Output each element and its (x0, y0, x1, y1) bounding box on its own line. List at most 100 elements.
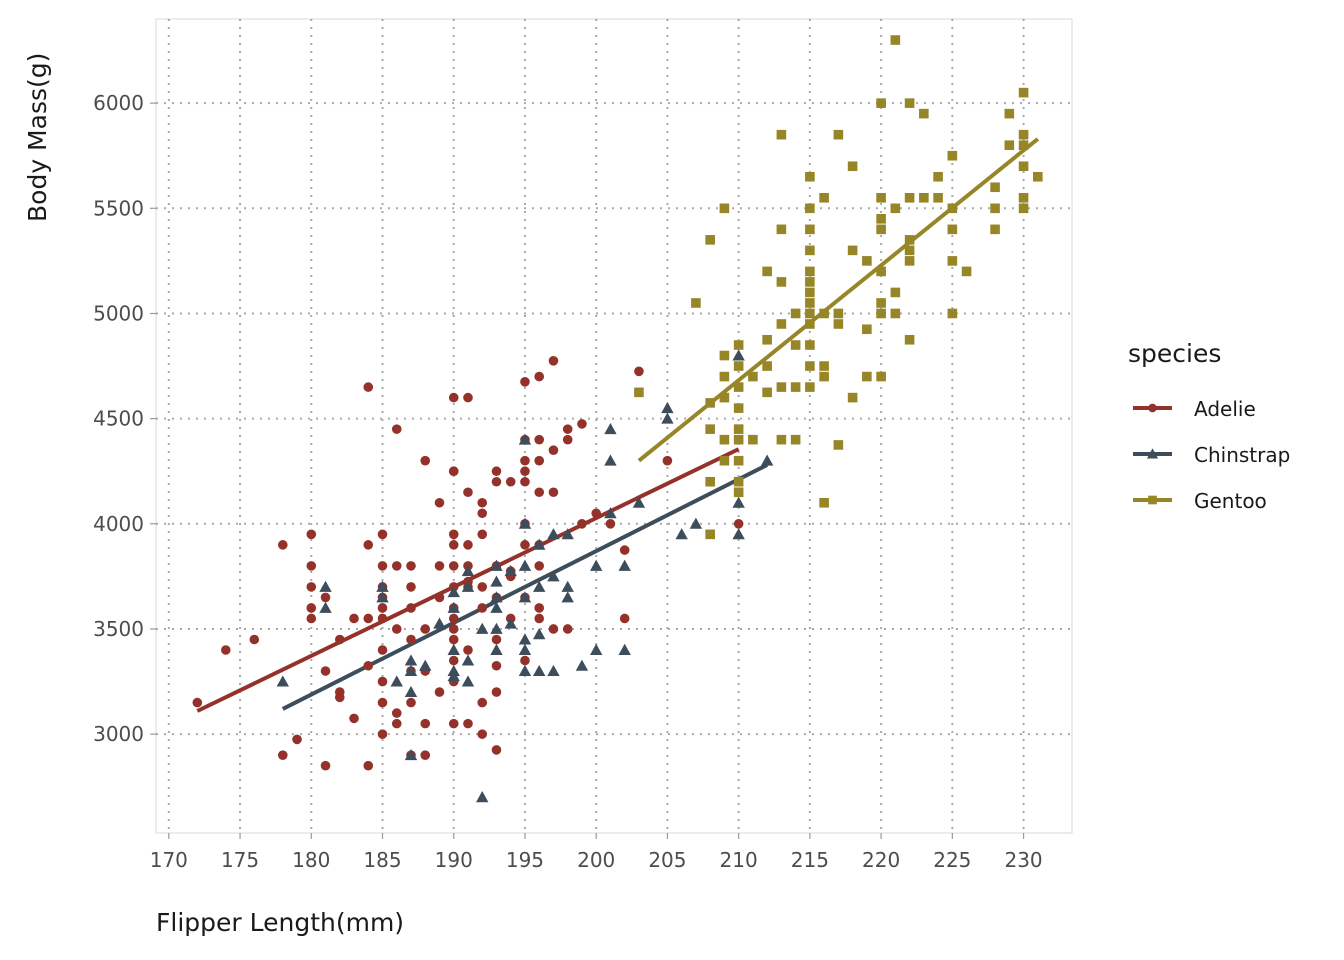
gentoo-point (805, 171, 815, 182)
plot-panel (155, 18, 1073, 834)
gentoo-point (919, 108, 929, 119)
adelie-point (605, 519, 616, 529)
chinstrap-point (461, 675, 475, 687)
adelie-point (491, 476, 502, 487)
chinstrap-point (376, 591, 389, 603)
adelie-point (377, 729, 388, 739)
adelie-point (534, 613, 545, 624)
gentoo-point (876, 192, 886, 203)
gentoo-point (819, 361, 829, 371)
chinstrap-point (533, 664, 546, 677)
chinstrap-point (589, 643, 603, 655)
adelie-point (463, 487, 473, 498)
adelie-point (477, 497, 488, 508)
gentoo-point (990, 182, 1000, 193)
gentoo-point (1018, 87, 1029, 98)
x-tick-label: 215 (791, 848, 829, 872)
adelie-point (277, 750, 288, 760)
gentoo-point (862, 324, 872, 335)
gentoo-point (719, 350, 730, 361)
gentoo-point (705, 476, 715, 487)
chinstrap-point (490, 575, 503, 587)
adelie-point (391, 708, 402, 718)
x-tick-label: 225 (933, 848, 971, 872)
chinstrap-point (518, 559, 532, 571)
chinstrap-point (504, 617, 517, 629)
x-tick-label: 210 (720, 848, 758, 872)
gentoo-point (805, 266, 815, 277)
gentoo-point (876, 298, 886, 308)
gentoo-point (705, 529, 715, 540)
gentoo-point (762, 334, 772, 345)
chinstrap-point (518, 643, 532, 655)
adelie-point (534, 487, 545, 498)
gentoo-point (634, 387, 644, 398)
gentoo-point (776, 319, 787, 329)
chinstrap-point (533, 538, 546, 550)
adelie-point (463, 540, 473, 550)
adelie-point (534, 561, 545, 571)
adelie-point (406, 603, 416, 613)
gentoo-point (719, 371, 730, 382)
gentoo-point (890, 203, 901, 214)
adelie-point (334, 634, 345, 645)
gentoo-point (705, 235, 715, 245)
legend-label: Adelie (1194, 397, 1256, 421)
gentoo-point (904, 235, 915, 245)
adelie-point (306, 613, 317, 624)
gentoo-point (805, 319, 815, 329)
chinstrap-point (404, 748, 418, 761)
adelie-point (520, 540, 530, 550)
gentoo-point (862, 256, 872, 266)
gentoo-point (748, 434, 758, 445)
adelie-point (662, 455, 673, 466)
gentoo-point (733, 476, 744, 487)
adelie-point (562, 624, 573, 634)
gentoo-point (961, 266, 972, 277)
axis-ticks: 170 175 180 185 190 195 200 205 210 215 220 225 230 3… (93, 91, 1043, 872)
gentoo-point (904, 192, 915, 203)
chinstrap-point (447, 601, 460, 613)
gentoo-point (1004, 108, 1015, 119)
adelie-point (334, 692, 345, 703)
chinstrap-point (518, 664, 532, 677)
adelie-point (377, 561, 388, 571)
gentoo-point (833, 319, 844, 329)
adelie-point (406, 582, 416, 592)
gentoo-point (776, 277, 787, 287)
chinstrap-point (661, 401, 674, 414)
adelie-point (391, 718, 402, 729)
chinstrap-point (404, 685, 418, 698)
adelie-point (306, 529, 317, 540)
legend-label: Gentoo (1194, 489, 1267, 513)
adelie-point (520, 655, 530, 666)
x-axis-title: Flipper Length(mm) (156, 908, 404, 937)
adelie-point (448, 392, 459, 403)
adelie-point (363, 613, 374, 624)
adelie-point (420, 624, 431, 634)
data-points (192, 35, 1043, 803)
gentoo-point (876, 214, 886, 224)
gentoo-point (805, 277, 815, 287)
gentoo-point (819, 371, 829, 382)
adelie-point (448, 624, 459, 634)
y-tick-label: 3500 (93, 617, 144, 641)
chinstrap-point (476, 622, 489, 634)
gentoo-point (847, 392, 858, 403)
chinstrap-point (390, 675, 403, 687)
adelie-point (363, 660, 374, 671)
gentoo-point (833, 308, 844, 319)
adelie-point (577, 419, 587, 429)
adelie-point (448, 529, 459, 540)
adelie-point (562, 424, 573, 434)
legend-key-circle-icon (1148, 403, 1157, 413)
x-tick-label: 230 (1004, 848, 1042, 872)
adelie-point (491, 660, 502, 671)
adelie-point (249, 634, 260, 645)
legend-item-chinstrap: Chinstrap (1133, 443, 1290, 467)
gentoo-point (990, 203, 1000, 214)
gentoo-point (733, 382, 744, 392)
adelie-point (434, 561, 445, 571)
chinstrap-point (760, 454, 774, 466)
adelie-point (534, 455, 545, 466)
